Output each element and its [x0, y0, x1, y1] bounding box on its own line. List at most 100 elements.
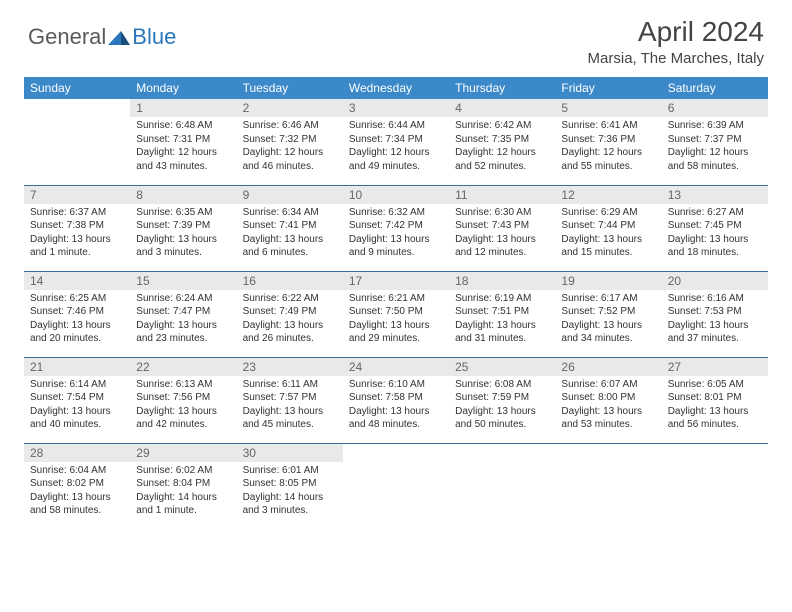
- calendar-day-cell: 16Sunrise: 6:22 AMSunset: 7:49 PMDayligh…: [237, 271, 343, 357]
- calendar-day-cell: 30Sunrise: 6:01 AMSunset: 8:05 PMDayligh…: [237, 443, 343, 529]
- day-details: Sunrise: 6:32 AMSunset: 7:42 PMDaylight:…: [343, 204, 449, 264]
- day-details: Sunrise: 6:08 AMSunset: 7:59 PMDaylight:…: [449, 376, 555, 436]
- weekday-header: Thursday: [449, 77, 555, 99]
- weekday-header-row: Sunday Monday Tuesday Wednesday Thursday…: [24, 77, 768, 99]
- day-details: Sunrise: 6:37 AMSunset: 7:38 PMDaylight:…: [24, 204, 130, 264]
- day-details: Sunrise: 6:16 AMSunset: 7:53 PMDaylight:…: [662, 290, 768, 350]
- day-number: 12: [555, 186, 661, 204]
- calendar-day-cell: 24Sunrise: 6:10 AMSunset: 7:58 PMDayligh…: [343, 357, 449, 443]
- day-number: 28: [24, 444, 130, 462]
- calendar-week-row: 7Sunrise: 6:37 AMSunset: 7:38 PMDaylight…: [24, 185, 768, 271]
- weekday-header: Friday: [555, 77, 661, 99]
- calendar-day-cell: 19Sunrise: 6:17 AMSunset: 7:52 PMDayligh…: [555, 271, 661, 357]
- day-number: 30: [237, 444, 343, 462]
- calendar-day-cell: [555, 443, 661, 529]
- day-number: 22: [130, 358, 236, 376]
- calendar-day-cell: 4Sunrise: 6:42 AMSunset: 7:35 PMDaylight…: [449, 99, 555, 185]
- day-details: Sunrise: 6:04 AMSunset: 8:02 PMDaylight:…: [24, 462, 130, 522]
- calendar-day-cell: 8Sunrise: 6:35 AMSunset: 7:39 PMDaylight…: [130, 185, 236, 271]
- day-number: 9: [237, 186, 343, 204]
- calendar-day-cell: [662, 443, 768, 529]
- logo-text-blue: Blue: [132, 24, 176, 50]
- day-number: 6: [662, 99, 768, 117]
- calendar-week-row: 1Sunrise: 6:48 AMSunset: 7:31 PMDaylight…: [24, 99, 768, 185]
- day-details: Sunrise: 6:11 AMSunset: 7:57 PMDaylight:…: [237, 376, 343, 436]
- day-details: Sunrise: 6:02 AMSunset: 8:04 PMDaylight:…: [130, 462, 236, 522]
- day-number: 21: [24, 358, 130, 376]
- calendar-day-cell: 25Sunrise: 6:08 AMSunset: 7:59 PMDayligh…: [449, 357, 555, 443]
- calendar-day-cell: 22Sunrise: 6:13 AMSunset: 7:56 PMDayligh…: [130, 357, 236, 443]
- day-details: Sunrise: 6:44 AMSunset: 7:34 PMDaylight:…: [343, 117, 449, 177]
- day-number: 29: [130, 444, 236, 462]
- day-number: 5: [555, 99, 661, 117]
- calendar-table: Sunday Monday Tuesday Wednesday Thursday…: [24, 77, 768, 529]
- day-details: Sunrise: 6:13 AMSunset: 7:56 PMDaylight:…: [130, 376, 236, 436]
- day-number: 11: [449, 186, 555, 204]
- day-number: 14: [24, 272, 130, 290]
- day-number: 7: [24, 186, 130, 204]
- day-number: 23: [237, 358, 343, 376]
- calendar-week-row: 14Sunrise: 6:25 AMSunset: 7:46 PMDayligh…: [24, 271, 768, 357]
- calendar-day-cell: 21Sunrise: 6:14 AMSunset: 7:54 PMDayligh…: [24, 357, 130, 443]
- day-details: Sunrise: 6:42 AMSunset: 7:35 PMDaylight:…: [449, 117, 555, 177]
- weekday-header: Saturday: [662, 77, 768, 99]
- weekday-header: Monday: [130, 77, 236, 99]
- day-details: Sunrise: 6:41 AMSunset: 7:36 PMDaylight:…: [555, 117, 661, 177]
- day-number: 2: [237, 99, 343, 117]
- day-details: Sunrise: 6:22 AMSunset: 7:49 PMDaylight:…: [237, 290, 343, 350]
- day-number: 19: [555, 272, 661, 290]
- calendar-day-cell: 18Sunrise: 6:19 AMSunset: 7:51 PMDayligh…: [449, 271, 555, 357]
- logo-mark-icon: [108, 28, 130, 46]
- calendar-day-cell: 7Sunrise: 6:37 AMSunset: 7:38 PMDaylight…: [24, 185, 130, 271]
- logo: General Blue: [28, 16, 176, 50]
- day-details: Sunrise: 6:25 AMSunset: 7:46 PMDaylight:…: [24, 290, 130, 350]
- day-number: 10: [343, 186, 449, 204]
- day-details: Sunrise: 6:24 AMSunset: 7:47 PMDaylight:…: [130, 290, 236, 350]
- day-details: Sunrise: 6:01 AMSunset: 8:05 PMDaylight:…: [237, 462, 343, 522]
- calendar-day-cell: 17Sunrise: 6:21 AMSunset: 7:50 PMDayligh…: [343, 271, 449, 357]
- day-details: Sunrise: 6:17 AMSunset: 7:52 PMDaylight:…: [555, 290, 661, 350]
- day-number: 17: [343, 272, 449, 290]
- header: General Blue April 2024 Marsia, The Marc…: [0, 0, 792, 71]
- calendar-day-cell: 15Sunrise: 6:24 AMSunset: 7:47 PMDayligh…: [130, 271, 236, 357]
- calendar-day-cell: 3Sunrise: 6:44 AMSunset: 7:34 PMDaylight…: [343, 99, 449, 185]
- logo-text-general: General: [28, 24, 106, 50]
- day-number: 24: [343, 358, 449, 376]
- calendar-day-cell: 20Sunrise: 6:16 AMSunset: 7:53 PMDayligh…: [662, 271, 768, 357]
- day-number: 8: [130, 186, 236, 204]
- day-number: 20: [662, 272, 768, 290]
- weekday-header: Tuesday: [237, 77, 343, 99]
- day-number: 26: [555, 358, 661, 376]
- calendar-day-cell: 29Sunrise: 6:02 AMSunset: 8:04 PMDayligh…: [130, 443, 236, 529]
- calendar-day-cell: 23Sunrise: 6:11 AMSunset: 7:57 PMDayligh…: [237, 357, 343, 443]
- day-number: 27: [662, 358, 768, 376]
- calendar-day-cell: 2Sunrise: 6:46 AMSunset: 7:32 PMDaylight…: [237, 99, 343, 185]
- day-number: 1: [130, 99, 236, 117]
- day-details: Sunrise: 6:35 AMSunset: 7:39 PMDaylight:…: [130, 204, 236, 264]
- day-details: Sunrise: 6:07 AMSunset: 8:00 PMDaylight:…: [555, 376, 661, 436]
- day-details: Sunrise: 6:14 AMSunset: 7:54 PMDaylight:…: [24, 376, 130, 436]
- weekday-header: Wednesday: [343, 77, 449, 99]
- calendar-day-cell: 28Sunrise: 6:04 AMSunset: 8:02 PMDayligh…: [24, 443, 130, 529]
- title-block: April 2024 Marsia, The Marches, Italy: [588, 16, 764, 67]
- location: Marsia, The Marches, Italy: [588, 50, 764, 67]
- day-number: 16: [237, 272, 343, 290]
- day-details: Sunrise: 6:10 AMSunset: 7:58 PMDaylight:…: [343, 376, 449, 436]
- day-details: Sunrise: 6:46 AMSunset: 7:32 PMDaylight:…: [237, 117, 343, 177]
- weekday-header: Sunday: [24, 77, 130, 99]
- day-number: 25: [449, 358, 555, 376]
- day-details: Sunrise: 6:34 AMSunset: 7:41 PMDaylight:…: [237, 204, 343, 264]
- calendar-day-cell: 27Sunrise: 6:05 AMSunset: 8:01 PMDayligh…: [662, 357, 768, 443]
- day-number: 3: [343, 99, 449, 117]
- day-number: 15: [130, 272, 236, 290]
- calendar-day-cell: 26Sunrise: 6:07 AMSunset: 8:00 PMDayligh…: [555, 357, 661, 443]
- day-number: 4: [449, 99, 555, 117]
- day-details: Sunrise: 6:29 AMSunset: 7:44 PMDaylight:…: [555, 204, 661, 264]
- day-number: 18: [449, 272, 555, 290]
- day-details: Sunrise: 6:39 AMSunset: 7:37 PMDaylight:…: [662, 117, 768, 177]
- calendar-day-cell: 6Sunrise: 6:39 AMSunset: 7:37 PMDaylight…: [662, 99, 768, 185]
- day-details: Sunrise: 6:19 AMSunset: 7:51 PMDaylight:…: [449, 290, 555, 350]
- month-title: April 2024: [588, 16, 764, 48]
- day-details: Sunrise: 6:30 AMSunset: 7:43 PMDaylight:…: [449, 204, 555, 264]
- calendar-day-cell: 1Sunrise: 6:48 AMSunset: 7:31 PMDaylight…: [130, 99, 236, 185]
